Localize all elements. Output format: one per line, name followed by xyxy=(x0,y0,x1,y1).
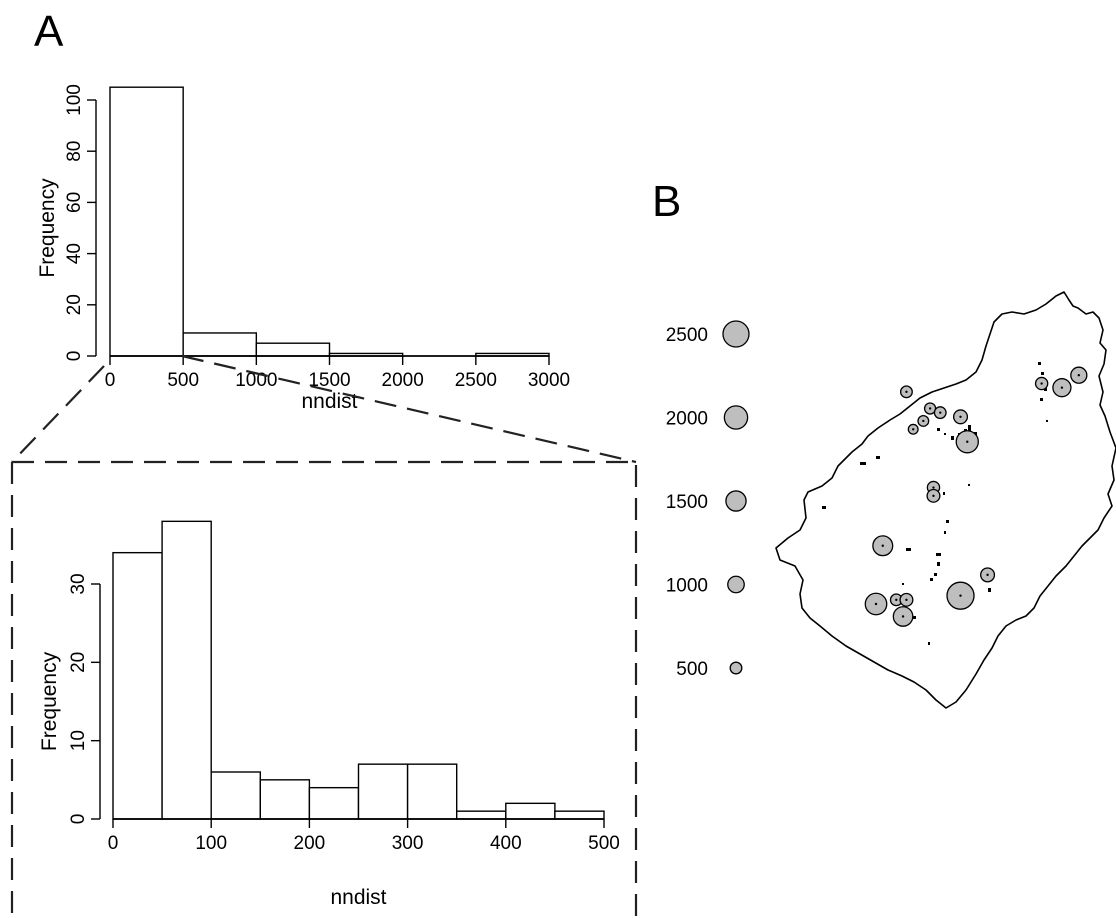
hist-a-y-tick-label-2: 40 xyxy=(64,243,85,264)
map-bubble-center-1 xyxy=(928,407,932,410)
map-bubble-center-10 xyxy=(932,486,935,489)
hist-a-x-tick-label-6: 3000 xyxy=(528,370,570,391)
zoom-connector-right xyxy=(181,354,637,464)
hist-a-bar-1 xyxy=(182,332,258,357)
size-legend-bubble-1 xyxy=(723,405,749,430)
hist-inset-bar-7 xyxy=(456,810,507,820)
size-legend-label-4: 500 xyxy=(676,659,708,680)
hist-inset-x-tick-label-2: 200 xyxy=(294,833,326,854)
zoom-connector-left xyxy=(11,365,105,463)
histogram-zoomed-inset: 0 100 200 300 400 500 nndist 0 10 20 30 Frequency xyxy=(38,520,620,909)
hist-inset-bar-8 xyxy=(505,802,556,820)
hist-inset-bar-9 xyxy=(554,810,605,820)
size-legend-bubble-3 xyxy=(727,575,745,594)
hist-inset-bar-4 xyxy=(308,786,360,820)
hist-inset-bar-3 xyxy=(259,779,311,820)
map-bubble-center-8 xyxy=(1060,386,1064,389)
map-bubble-center-12 xyxy=(881,544,884,547)
hist-a-bar-2 xyxy=(255,342,331,357)
map-bubble-center-14 xyxy=(986,573,989,577)
hist-inset-x-tick-label-1: 100 xyxy=(195,833,227,854)
hist-a-y-axis-title: Frequency xyxy=(36,178,59,278)
hist-a-x-tick-label-4: 2000 xyxy=(382,370,424,391)
hist-inset-bar-6 xyxy=(406,763,458,820)
hist-a-y-tick-label-0: 0 xyxy=(64,351,85,362)
histogram-full-range: 0 500 1000 1500 2000 2500 3000nndist0204060801… xyxy=(36,84,570,413)
hist-a-x-tick-label-5: 2500 xyxy=(455,370,497,391)
map-bubble-center-3 xyxy=(959,415,962,418)
hist-inset-y-tick-label-1: 10 xyxy=(68,730,89,751)
hist-a-bar-0 xyxy=(109,86,184,357)
hist-a-x-tick-label-1: 500 xyxy=(167,370,199,391)
hist-inset-y-axis-title: Frequency xyxy=(38,651,61,751)
hist-inset-y-tick-label-0: 0 xyxy=(68,814,89,825)
hist-inset-x-tick-label-0: 0 xyxy=(108,833,119,854)
island-outline xyxy=(775,291,1116,709)
size-legend-bubble-4 xyxy=(729,661,743,675)
size-legend-bubble-2 xyxy=(725,490,747,512)
map-bubble-center-0 xyxy=(905,390,908,394)
size-legend-label-3: 1000 xyxy=(666,576,708,597)
hist-a-x-axis-title: nndist xyxy=(301,390,357,413)
hist-inset-x-tick-label-3: 300 xyxy=(392,833,424,854)
map-bubble-center-2 xyxy=(939,411,942,414)
size-legend-label-0: 2500 xyxy=(666,325,708,346)
map-bubbles xyxy=(864,366,1088,627)
map-bubble-center-15 xyxy=(874,602,878,606)
hist-a-x-tick-label-3: 1500 xyxy=(308,370,350,391)
hist-inset-bar-5 xyxy=(357,763,409,820)
hist-a-y-tick-label-3: 60 xyxy=(64,192,85,213)
size-legend-label-1: 2000 xyxy=(666,409,708,430)
hist-a-x-tick-label-0: 0 xyxy=(105,370,116,391)
hist-inset-x-axis-title: nndist xyxy=(330,886,386,909)
hist-inset-bar-0 xyxy=(112,551,163,820)
hist-inset-y-tick-label-2: 20 xyxy=(68,652,89,673)
hist-inset-x-tick-label-5: 500 xyxy=(588,833,620,854)
island-map xyxy=(775,291,1116,709)
map-bubble-center-5 xyxy=(922,419,925,423)
hist-inset-y-tick-label-3: 30 xyxy=(68,573,89,594)
map-bubble-center-6 xyxy=(912,428,915,431)
map-bubble-center-4 xyxy=(966,440,969,443)
size-legend-bubble-0 xyxy=(722,320,750,348)
map-bubble-center-13 xyxy=(959,594,962,597)
inset-frame xyxy=(10,460,638,918)
size-legend-label-2: 1500 xyxy=(666,492,708,513)
hist-inset-bar-2 xyxy=(210,771,261,820)
panel-b-label: B xyxy=(652,177,681,226)
hist-inset-bar-1 xyxy=(161,520,212,820)
map-bubble-center-16 xyxy=(895,598,898,602)
map-bubble-center-7 xyxy=(1040,382,1043,385)
hist-a-y-tick-label-4: 80 xyxy=(64,141,85,162)
map-bubble-center-17 xyxy=(905,598,908,602)
panel-a-label: A xyxy=(34,7,64,56)
sighting-points xyxy=(822,362,1048,645)
hist-a-y-tick-label-5: 100 xyxy=(64,84,85,116)
hist-inset-x-tick-label-4: 400 xyxy=(490,833,522,854)
map-bubble-center-18 xyxy=(901,615,905,618)
hist-a-y-tick-label-1: 20 xyxy=(64,294,85,315)
map-bubble-center-9 xyxy=(1077,374,1081,377)
map-bubble-center-11 xyxy=(932,494,935,498)
zoom-connector-lines xyxy=(10,354,638,918)
bubble-size-legend: 2500 2000 1500 1000 500 xyxy=(666,320,750,680)
